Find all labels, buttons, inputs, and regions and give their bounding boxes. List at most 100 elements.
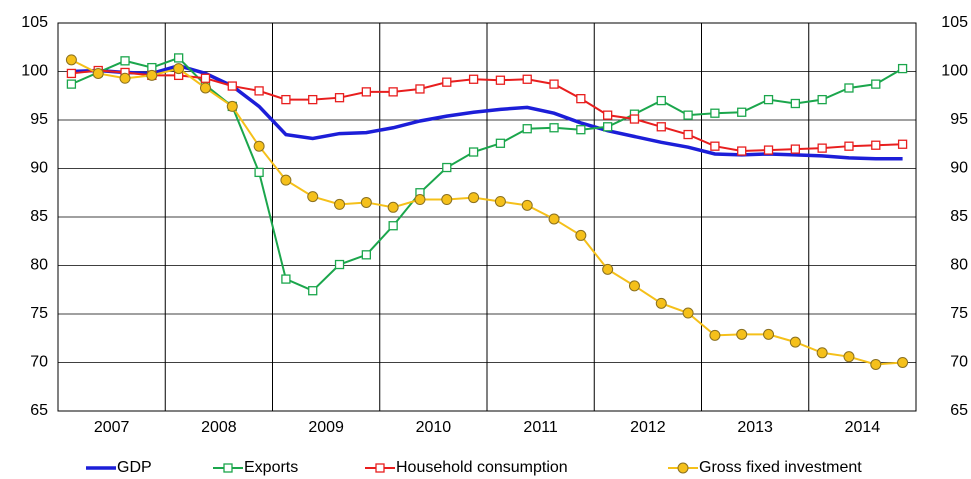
marker xyxy=(575,229,587,241)
marker xyxy=(119,72,131,84)
x-tick-label: 2014 xyxy=(845,419,881,436)
marker xyxy=(817,143,827,153)
marker xyxy=(281,274,291,284)
y-tick-label: 75 xyxy=(30,305,48,322)
marker xyxy=(656,122,666,132)
marker xyxy=(387,201,399,213)
marker xyxy=(683,129,693,140)
x-tick-label: 2012 xyxy=(630,419,666,436)
marker xyxy=(361,87,371,97)
y-tick-label: 65 xyxy=(30,402,48,419)
legend-marker xyxy=(375,463,385,473)
marker xyxy=(441,194,453,206)
marker xyxy=(468,74,479,84)
x-tick-label: 2011 xyxy=(523,419,558,436)
marker xyxy=(790,144,800,154)
marker xyxy=(816,347,828,359)
marker xyxy=(576,125,586,135)
marker xyxy=(521,199,533,211)
marker xyxy=(897,357,909,368)
marker xyxy=(415,84,425,94)
marker xyxy=(763,328,775,340)
marker xyxy=(576,94,586,104)
marker xyxy=(737,146,747,156)
marker xyxy=(710,141,720,151)
marker xyxy=(548,213,560,225)
x-tick-label: 2013 xyxy=(737,419,773,436)
marker xyxy=(817,94,827,105)
y-tick-label: 95 xyxy=(30,111,48,128)
marker xyxy=(656,95,666,106)
marker xyxy=(334,259,345,270)
legend-marker xyxy=(677,462,689,474)
y2-tick-label: 70 xyxy=(950,354,968,371)
x-tick-label: 2007 xyxy=(94,419,130,436)
marker xyxy=(307,191,319,203)
marker xyxy=(227,81,237,91)
marker xyxy=(308,94,318,105)
marker xyxy=(549,123,559,133)
marker xyxy=(897,63,908,74)
marker xyxy=(655,297,667,309)
marker xyxy=(334,93,345,103)
marker xyxy=(360,196,372,208)
marker xyxy=(763,145,774,155)
marker xyxy=(66,79,77,89)
marker xyxy=(468,192,480,204)
marker xyxy=(414,194,426,206)
marker xyxy=(174,53,184,63)
marker xyxy=(173,63,185,75)
marker xyxy=(281,94,291,105)
y2-tick-label: 90 xyxy=(950,160,968,177)
marker xyxy=(603,110,613,120)
marker xyxy=(468,147,479,157)
marker xyxy=(789,336,801,348)
marker xyxy=(361,250,371,260)
marker xyxy=(844,83,854,93)
legend-label: Gross fixed investment xyxy=(699,459,862,476)
marker xyxy=(844,141,854,151)
marker xyxy=(736,328,748,340)
marker xyxy=(388,87,398,97)
marker xyxy=(254,167,264,178)
y-tick-label: 85 xyxy=(30,208,48,225)
marker xyxy=(897,139,908,149)
y2-tick-label: 75 xyxy=(950,305,968,322)
marker xyxy=(790,98,800,109)
marker xyxy=(308,286,318,296)
marker xyxy=(682,307,694,319)
x-tick-label: 2010 xyxy=(416,419,452,436)
marker xyxy=(522,74,532,84)
marker xyxy=(66,68,77,79)
marker xyxy=(442,162,452,173)
marker xyxy=(120,56,130,66)
marker xyxy=(763,94,774,105)
y-tick-label: 90 xyxy=(30,160,48,177)
y-tick-label: 100 xyxy=(21,63,48,80)
marker xyxy=(65,54,77,66)
marker xyxy=(870,358,882,370)
marker xyxy=(495,138,506,148)
legend-label: GDP xyxy=(117,459,152,476)
marker xyxy=(709,329,721,341)
y-tick-label: 105 xyxy=(21,14,48,31)
legend-label: Household consumption xyxy=(396,459,568,476)
legend-marker xyxy=(223,463,233,473)
marker xyxy=(628,280,640,292)
marker xyxy=(495,75,506,85)
marker xyxy=(871,140,881,150)
marker xyxy=(871,79,881,89)
marker xyxy=(226,100,238,112)
marker xyxy=(603,122,613,132)
marker xyxy=(737,107,747,117)
marker xyxy=(253,140,265,152)
marker xyxy=(200,73,211,83)
marker xyxy=(199,82,211,94)
marker xyxy=(629,114,640,124)
y2-tick-label: 85 xyxy=(950,208,968,225)
marker xyxy=(602,263,614,275)
marker xyxy=(710,108,720,118)
marker xyxy=(280,174,292,186)
marker xyxy=(683,110,693,120)
